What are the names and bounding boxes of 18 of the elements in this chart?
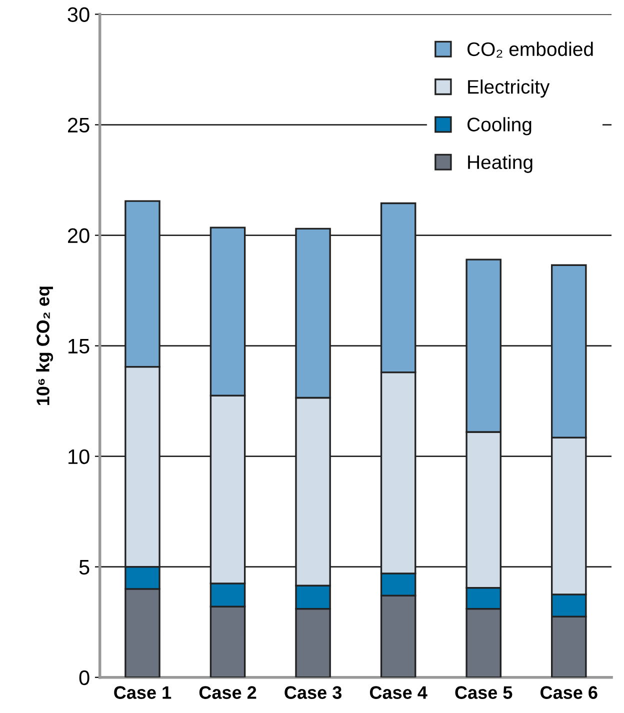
y-tick-label: 15 — [68, 339, 90, 354]
y-tick-label: 20 — [68, 228, 90, 244]
legend-label: Electricity — [468, 79, 550, 98]
y-tick-label: 25 — [68, 118, 90, 133]
legend-label: Heating — [468, 154, 532, 173]
y-tick-label: 0 — [79, 670, 90, 686]
y-tick-label: 5 — [79, 560, 90, 575]
y-axis-title: 10⁶ kg CO₂ eq — [36, 286, 54, 406]
legend-label: Cooling — [467, 117, 532, 136]
x-tick-label: Case 6 — [540, 686, 598, 699]
x-tick-label: Case 5 — [455, 686, 512, 699]
y-tick-label: 10 — [68, 449, 90, 464]
x-tick-label: Case 3 — [284, 686, 342, 699]
legend-label: CO₂ embodied — [467, 42, 593, 58]
x-tick-label: Case 1 — [114, 686, 172, 699]
y-tick-label: 30 — [68, 7, 90, 22]
x-tick-label: Case 4 — [370, 686, 428, 699]
x-tick-label: Case 2 — [199, 686, 256, 699]
